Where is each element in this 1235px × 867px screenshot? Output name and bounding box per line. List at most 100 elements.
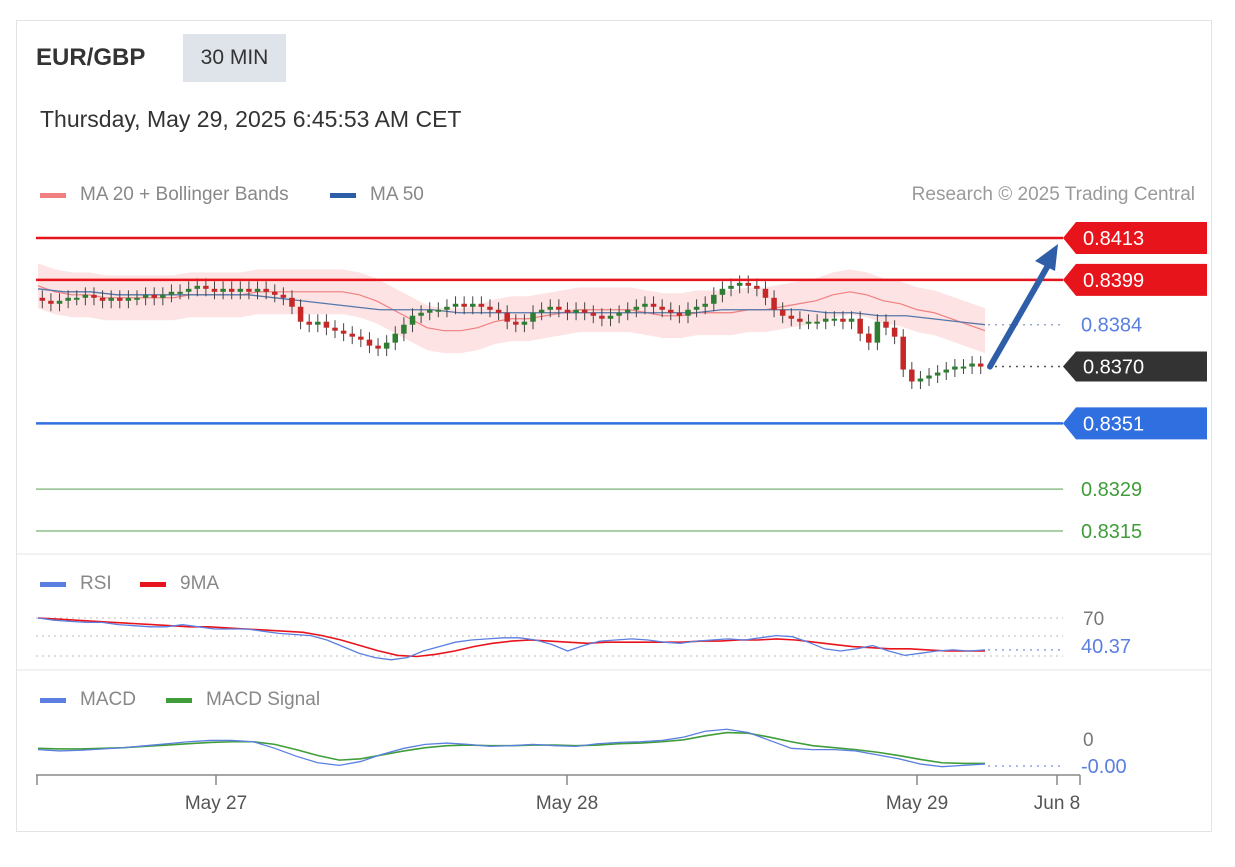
candle-body [39, 297, 46, 301]
pair-title: EUR/GBP [36, 44, 146, 71]
candle-body [745, 282, 752, 286]
candle-body [581, 309, 588, 313]
candle-body [952, 366, 958, 370]
candle-body [754, 285, 760, 289]
candle-body [797, 318, 803, 322]
candle-body [151, 294, 157, 298]
candle-body [736, 282, 743, 286]
candle-body [392, 333, 399, 343]
candle-body [185, 288, 192, 292]
candle-body [960, 366, 967, 369]
candle-body [840, 318, 846, 322]
legend-ma20-label: MA 20 + Bollinger Bands [80, 184, 289, 205]
current-price-tag [1063, 351, 1207, 382]
candle-body [728, 285, 734, 289]
candle-body [650, 303, 657, 307]
candle-body [564, 309, 571, 313]
candle-body [452, 303, 459, 307]
ma50-line [37, 288, 986, 326]
legend-ma20: MA 20 + Bollinger Bands [40, 184, 289, 206]
candle-body [142, 294, 149, 298]
candle-body [676, 312, 683, 316]
macd-zero-label: 0 [1083, 730, 1094, 751]
research-credit: Research © 2025 Trading Central [911, 184, 1195, 205]
candle-body [99, 297, 106, 301]
candle-body [487, 306, 493, 310]
candle-body [254, 288, 261, 292]
candle-body [771, 297, 777, 310]
candle-body [977, 363, 984, 367]
timeframe-badge[interactable]: 30 MIN [183, 34, 286, 82]
candle-body [82, 294, 89, 298]
x-axis-tick-label: Jun 8 [1034, 793, 1080, 814]
macd-line [37, 728, 986, 768]
candle-body [375, 345, 381, 349]
candle-body [495, 309, 502, 313]
candle-body [177, 291, 183, 294]
candle-body [108, 297, 114, 301]
candle-body [556, 306, 562, 310]
forecast-arrow-shaft [987, 259, 1053, 370]
candle-body [547, 306, 553, 310]
macd-last-value: -0.00 [1081, 756, 1127, 778]
candle-body [160, 294, 166, 298]
candle-body [409, 315, 416, 325]
candle-body [246, 288, 252, 292]
candle-body [530, 312, 536, 322]
current-price-label: 0.8370 [1083, 357, 1144, 379]
level-tag-label: 0.8399 [1083, 270, 1144, 292]
candle-body [779, 309, 786, 316]
candle-body [659, 306, 665, 310]
candle-body [297, 306, 304, 322]
candle-body [874, 321, 881, 343]
candle-body [401, 324, 407, 334]
legend-rsi: RSI [40, 573, 112, 595]
candle-body [883, 321, 889, 328]
legend-ma20-swatch [40, 192, 66, 198]
candle-body [125, 297, 132, 301]
candle-body [315, 321, 321, 325]
candle-body [280, 294, 287, 298]
candle-body [943, 369, 950, 373]
level-tag-label: 0.8413 [1083, 228, 1144, 250]
x-axis-tick-label: May 29 [886, 793, 948, 814]
candle-body [917, 378, 924, 382]
candle-body [521, 321, 528, 325]
candle-body [616, 312, 622, 316]
candle-body [435, 309, 442, 312]
legend-ma50-swatch [330, 192, 356, 198]
candle-body [848, 318, 855, 322]
candle-body [934, 372, 941, 376]
legend-macd-signal-label: MACD Signal [206, 689, 321, 710]
legend-rsi-label: RSI [80, 573, 112, 594]
candle-body [349, 333, 355, 337]
candle-body [461, 303, 467, 307]
candle-body [220, 288, 226, 292]
rsi-last-value: 40.37 [1081, 636, 1131, 658]
candle-body [702, 303, 708, 307]
x-axis-tick-label: May 28 [536, 793, 598, 814]
x-axis-tick-label: May 27 [185, 793, 247, 814]
candle-body [48, 300, 54, 304]
candle-body [168, 291, 175, 295]
legend-macd-signal-swatch [166, 697, 192, 703]
candle-body [504, 312, 510, 322]
level-target-label: 0.8315 [1081, 521, 1142, 543]
candle-body [470, 303, 476, 307]
candle-body [237, 288, 244, 292]
candle-body [866, 333, 872, 343]
candle-body [358, 336, 364, 340]
candle-body [822, 318, 829, 322]
candle-body [306, 321, 312, 325]
bollinger-band [38, 263, 985, 354]
legend-rsi-ma-label: 9MA [180, 573, 220, 594]
legend-macd-label: MACD [80, 689, 136, 710]
rsi-level-label: 70 [1083, 609, 1104, 630]
candle-body [271, 291, 278, 295]
candle-body [211, 288, 218, 292]
legend-rsi-swatch [40, 581, 66, 587]
candle-body [134, 297, 140, 300]
candle-body [762, 288, 769, 298]
legend-rsi-ma: 9MA [140, 573, 219, 595]
